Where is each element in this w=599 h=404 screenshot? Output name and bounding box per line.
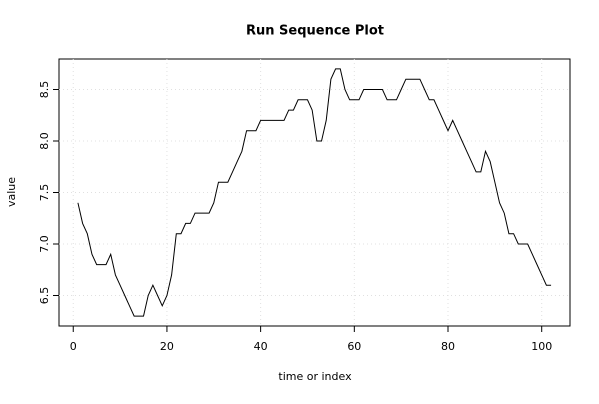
x-tick-label: 40	[254, 340, 268, 353]
y-tick-label: 8.5	[38, 81, 51, 99]
y-tick-label: 7.0	[38, 235, 51, 253]
x-tick-label: 0	[70, 340, 77, 353]
y-tick-label: 8.0	[38, 132, 51, 150]
x-tick-label: 20	[160, 340, 174, 353]
x-tick-label: 80	[441, 340, 455, 353]
x-axis-label: time or index	[278, 370, 352, 383]
chart-title: Run Sequence Plot	[246, 24, 384, 39]
x-tick-label: 60	[347, 340, 361, 353]
y-axis-label: value	[5, 177, 18, 207]
y-tick-label: 7.5	[38, 184, 51, 202]
y-tick-label: 6.5	[38, 287, 51, 305]
x-tick-label: 100	[531, 340, 552, 353]
data-line	[77, 68, 552, 317]
